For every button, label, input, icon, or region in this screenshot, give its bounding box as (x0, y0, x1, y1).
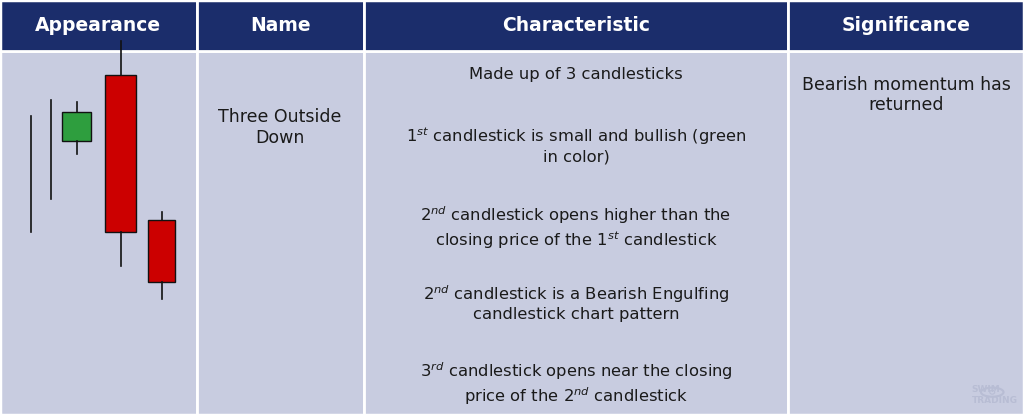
Text: Significance: Significance (842, 16, 971, 35)
Bar (62, 112, 91, 141)
Text: Bearish momentum has
returned: Bearish momentum has returned (802, 76, 1011, 114)
Bar (364, 0, 788, 51)
Bar (0, 0, 197, 51)
Bar (197, 0, 364, 51)
Text: Made up of 3 candlesticks: Made up of 3 candlesticks (469, 67, 683, 82)
Bar (105, 75, 136, 232)
Bar (0, 51, 197, 415)
Bar (788, 0, 1024, 51)
Text: Characteristic: Characteristic (502, 16, 650, 35)
Text: SWIM
TRADING: SWIM TRADING (972, 385, 1018, 405)
Text: 2$^{nd}$ candlestick opens higher than the
closing price of the 1$^{st}$ candles: 2$^{nd}$ candlestick opens higher than t… (421, 204, 731, 251)
Text: 2$^{nd}$ candlestick is a Bearish Engulfing
candlestick chart pattern: 2$^{nd}$ candlestick is a Bearish Engulf… (423, 283, 729, 322)
Bar (148, 220, 175, 282)
Bar (364, 51, 788, 415)
Bar (197, 51, 364, 415)
Text: Three Outside
Down: Three Outside Down (218, 108, 342, 146)
Text: 3$^{rd}$ candlestick opens near the closing
price of the 2$^{nd}$ candlestick: 3$^{rd}$ candlestick opens near the clos… (420, 360, 732, 407)
Text: Appearance: Appearance (35, 16, 162, 35)
Text: Name: Name (250, 16, 310, 35)
Text: 1$^{st}$ candlestick is small and bullish (green
in color): 1$^{st}$ candlestick is small and bullis… (406, 125, 746, 164)
Bar (788, 51, 1024, 415)
